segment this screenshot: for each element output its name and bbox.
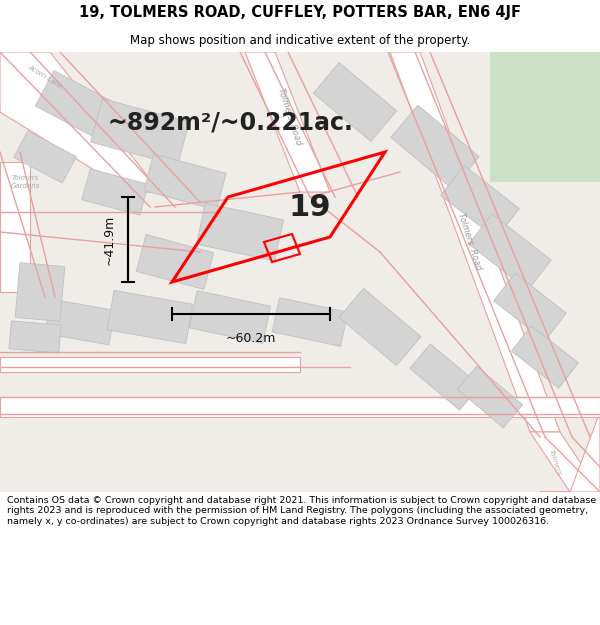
Polygon shape — [0, 357, 300, 372]
Polygon shape — [469, 214, 551, 290]
Text: Tolmers  Road: Tolmers Road — [457, 213, 484, 272]
Polygon shape — [530, 432, 600, 492]
Polygon shape — [0, 52, 160, 192]
Polygon shape — [410, 344, 480, 410]
Polygon shape — [0, 397, 600, 417]
Polygon shape — [91, 99, 189, 166]
Text: Tolmers
Gardens: Tolmers Gardens — [10, 176, 40, 189]
Polygon shape — [45, 299, 115, 345]
Polygon shape — [390, 52, 560, 432]
Polygon shape — [9, 321, 61, 353]
Polygon shape — [190, 291, 271, 343]
Polygon shape — [512, 326, 578, 388]
Text: Contains OS data © Crown copyright and database right 2021. This information is : Contains OS data © Crown copyright and d… — [7, 496, 596, 526]
Text: Tolmers: Tolmers — [548, 448, 562, 476]
Text: ~60.2m: ~60.2m — [226, 332, 276, 345]
Text: 19: 19 — [289, 192, 331, 221]
Polygon shape — [35, 71, 125, 144]
Polygon shape — [107, 291, 193, 344]
Text: ~892m²/~0.221ac.: ~892m²/~0.221ac. — [107, 110, 353, 134]
Polygon shape — [490, 52, 600, 182]
Polygon shape — [540, 412, 600, 492]
Text: Map shows position and indicative extent of the property.: Map shows position and indicative extent… — [130, 34, 470, 47]
Polygon shape — [339, 288, 421, 366]
Polygon shape — [14, 131, 76, 183]
Polygon shape — [197, 203, 283, 261]
Text: ~41.9m: ~41.9m — [103, 214, 116, 264]
Polygon shape — [272, 298, 348, 346]
Polygon shape — [494, 273, 566, 341]
Polygon shape — [457, 366, 523, 428]
Polygon shape — [82, 169, 148, 215]
Polygon shape — [441, 166, 519, 239]
Polygon shape — [136, 234, 214, 289]
Text: Acorn Lane: Acorn Lane — [27, 64, 63, 90]
Polygon shape — [15, 262, 65, 321]
Polygon shape — [144, 154, 226, 210]
Polygon shape — [245, 52, 330, 192]
Text: Tolmers  Road: Tolmers Road — [277, 88, 304, 147]
Polygon shape — [391, 105, 479, 189]
Text: 19, TOLMERS ROAD, CUFFLEY, POTTERS BAR, EN6 4JF: 19, TOLMERS ROAD, CUFFLEY, POTTERS BAR, … — [79, 6, 521, 21]
Polygon shape — [0, 162, 30, 292]
Polygon shape — [313, 62, 397, 141]
Polygon shape — [0, 52, 600, 492]
